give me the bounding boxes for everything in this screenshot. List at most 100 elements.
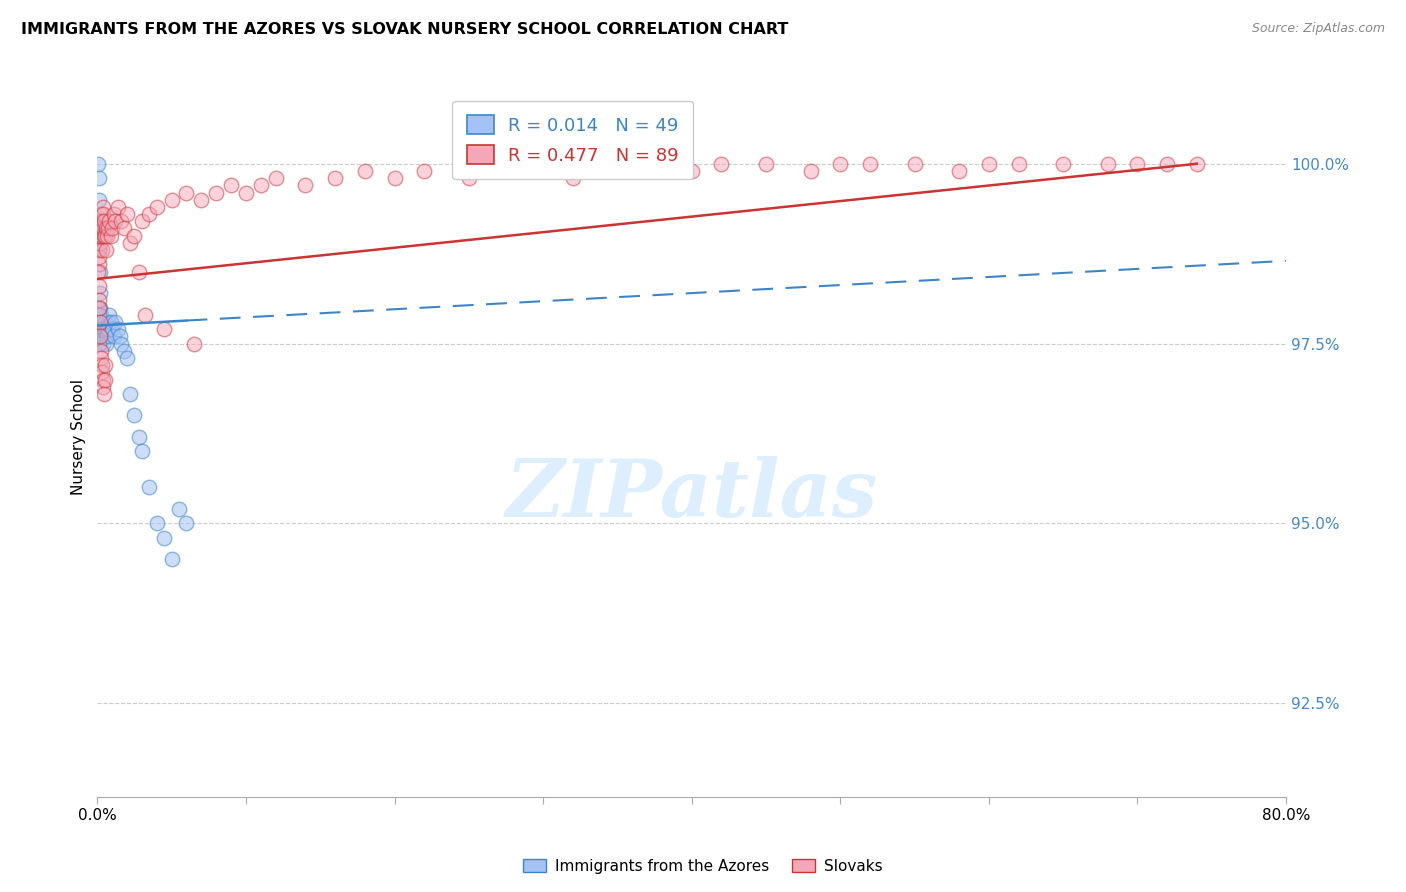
Point <box>160 552 183 566</box>
Point <box>1156 157 1178 171</box>
Point <box>104 214 127 228</box>
Point <box>710 157 733 171</box>
Point <box>176 186 198 200</box>
Point <box>89 286 111 301</box>
Point <box>87 193 110 207</box>
Point <box>87 279 110 293</box>
Point <box>90 322 112 336</box>
Point <box>205 186 228 200</box>
Point <box>118 387 141 401</box>
Point <box>1185 157 1208 171</box>
Point <box>219 178 242 193</box>
Point <box>1007 157 1029 171</box>
Point <box>94 221 117 235</box>
Point <box>103 207 125 221</box>
Point <box>96 228 118 243</box>
Point <box>87 293 110 308</box>
Point <box>138 480 160 494</box>
Point <box>103 329 125 343</box>
Point <box>799 164 821 178</box>
Point <box>353 164 375 178</box>
Text: IMMIGRANTS FROM THE AZORES VS SLOVAK NURSERY SCHOOL CORRELATION CHART: IMMIGRANTS FROM THE AZORES VS SLOVAK NUR… <box>21 22 789 37</box>
Point <box>167 502 190 516</box>
Point <box>87 157 110 171</box>
Point <box>96 322 118 336</box>
Point <box>91 214 114 228</box>
Point <box>93 214 115 228</box>
Point <box>89 336 111 351</box>
Point <box>107 200 129 214</box>
Point <box>235 186 257 200</box>
Point <box>118 235 141 250</box>
Point <box>160 193 183 207</box>
Y-axis label: Nursery School: Nursery School <box>72 379 86 495</box>
Point <box>93 372 115 386</box>
Point <box>91 380 114 394</box>
Point <box>96 329 118 343</box>
Point <box>87 243 110 257</box>
Point <box>93 315 115 329</box>
Point <box>115 351 138 365</box>
Point <box>859 157 882 171</box>
Point <box>146 516 169 531</box>
Point <box>134 308 156 322</box>
Point <box>96 243 118 257</box>
Point <box>977 157 1000 171</box>
Point <box>94 336 117 351</box>
Point <box>89 329 111 343</box>
Point <box>131 444 153 458</box>
Point <box>1052 157 1074 171</box>
Point <box>87 228 110 243</box>
Point <box>115 207 138 221</box>
Point <box>110 336 132 351</box>
Point <box>606 164 628 178</box>
Point <box>190 193 212 207</box>
Point <box>93 329 115 343</box>
Point <box>94 228 117 243</box>
Point <box>90 221 112 235</box>
Point <box>91 336 114 351</box>
Point <box>91 200 114 214</box>
Point <box>89 214 111 228</box>
Point <box>101 322 124 336</box>
Point <box>89 301 111 315</box>
Point <box>94 315 117 329</box>
Point <box>755 157 778 171</box>
Text: Source: ZipAtlas.com: Source: ZipAtlas.com <box>1251 22 1385 36</box>
Point <box>153 322 176 336</box>
Point <box>97 322 120 336</box>
Point <box>89 301 111 315</box>
Point <box>830 157 852 171</box>
Point <box>89 250 111 264</box>
Point <box>561 171 583 186</box>
Point <box>90 207 112 221</box>
Point <box>93 322 115 336</box>
Point <box>531 164 554 178</box>
Point <box>948 164 970 178</box>
Point <box>128 430 150 444</box>
Point <box>249 178 271 193</box>
Text: ZIPatlas: ZIPatlas <box>506 456 877 533</box>
Point <box>153 531 176 545</box>
Point <box>87 257 110 271</box>
Point <box>91 207 114 221</box>
Point <box>89 228 111 243</box>
Point <box>457 171 479 186</box>
Point <box>97 315 120 329</box>
Point <box>323 171 346 186</box>
Point <box>94 358 117 372</box>
Point <box>138 207 160 221</box>
Point <box>131 214 153 228</box>
Point <box>104 315 127 329</box>
Legend: Immigrants from the Azores, Slovaks: Immigrants from the Azores, Slovaks <box>517 853 889 880</box>
Point <box>110 214 132 228</box>
Point <box>87 214 110 228</box>
Point <box>176 516 198 531</box>
Point <box>1097 157 1119 171</box>
Point <box>91 315 114 329</box>
Point <box>107 322 129 336</box>
Point <box>90 315 112 329</box>
Point <box>681 164 703 178</box>
Point <box>112 343 135 358</box>
Point <box>124 228 146 243</box>
